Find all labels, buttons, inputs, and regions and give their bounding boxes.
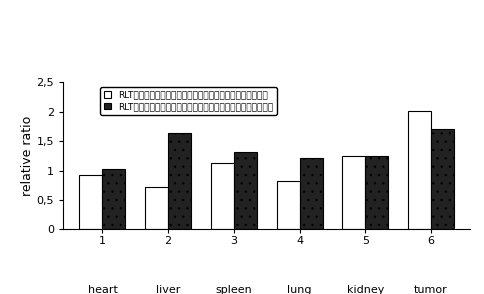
Text: spleen: spleen	[215, 285, 252, 294]
Text: kidney: kidney	[346, 285, 383, 294]
Bar	[79, 175, 102, 229]
Bar	[430, 129, 453, 229]
Bar	[364, 156, 388, 229]
Bar	[233, 152, 257, 229]
Bar	[299, 158, 322, 229]
Text: heart: heart	[87, 285, 117, 294]
Text: tumor: tumor	[413, 285, 447, 294]
Legend: RLT多肽介导的多西紫杉醇肿瘤靶向亚微乳与传统亚微乳比较, RLT多肽介导的多西紫杉醇肿瘤靶向亚微乳与阳离子亚微乳比较: RLT多肽介导的多西紫杉醇肿瘤靶向亚微乳与传统亚微乳比较, RLT多肽介导的多西…	[100, 87, 276, 115]
Bar	[145, 187, 168, 229]
Bar	[407, 111, 430, 229]
Bar	[276, 181, 299, 229]
Bar	[102, 169, 125, 229]
Y-axis label: relative ratio: relative ratio	[21, 116, 33, 196]
Bar	[168, 133, 191, 229]
Bar	[211, 163, 233, 229]
Bar	[342, 156, 364, 229]
Text: lung: lung	[287, 285, 311, 294]
Text: liver: liver	[156, 285, 180, 294]
